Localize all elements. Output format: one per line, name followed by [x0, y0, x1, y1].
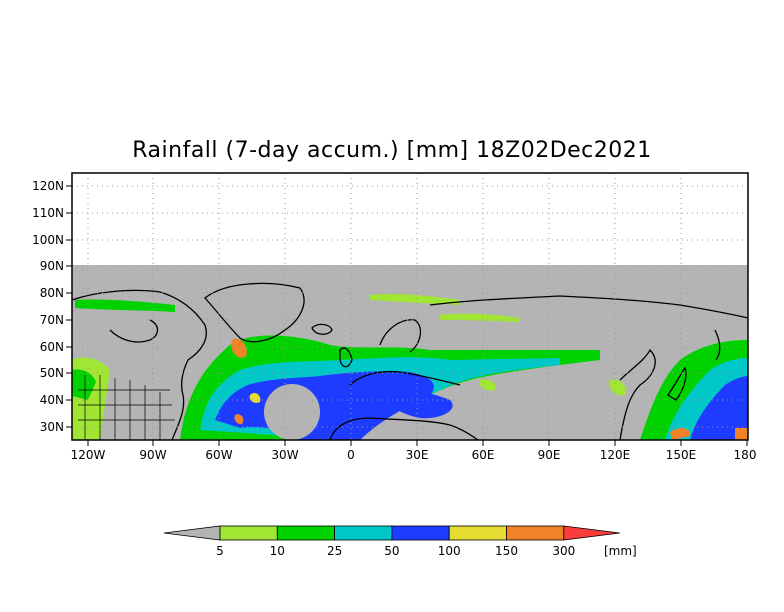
colorbar	[163, 525, 620, 541]
lon-labels: 120W 90W 60W 30W 0 30E 60E 90E 120E 150E…	[71, 448, 757, 462]
colorbar-tick-label: 50	[384, 544, 399, 558]
lon-label: 60W	[205, 448, 232, 462]
tick-marks	[66, 185, 748, 446]
lon-label: 60E	[472, 448, 495, 462]
colorbar-segment	[448, 525, 507, 541]
lat-label: 40N	[40, 393, 64, 407]
lat-labels: 120N 110N 100N 90N 80N 70N 60N 50N 40N 3…	[32, 179, 64, 434]
colorbar-labels: 5 10 25 50 100 150 300	[216, 544, 575, 558]
colorbar-unit: [mm]	[604, 544, 637, 558]
colorbar-tick-label: 300	[552, 544, 575, 558]
lon-label: 120W	[71, 448, 106, 462]
colorbar-segment	[506, 525, 565, 541]
colorbar-tick-label: 10	[270, 544, 285, 558]
lon-label: 30W	[271, 448, 298, 462]
state-borders	[78, 375, 175, 440]
lat-label: 70N	[40, 313, 64, 327]
lon-label: 30E	[406, 448, 429, 462]
colorbar-tick-label: 150	[495, 544, 518, 558]
colorbar-low-arrow	[163, 525, 221, 541]
lon-label: 150E	[666, 448, 697, 462]
lat-label: 50N	[40, 366, 64, 380]
lat-label: 110N	[32, 206, 64, 220]
colorbar-segment	[276, 525, 335, 541]
lon-label: 90E	[538, 448, 561, 462]
chart-title: Rainfall (7-day accum.) [mm] 18Z02Dec202…	[132, 138, 652, 163]
colorbar-high-arrow	[563, 525, 620, 541]
coastlines	[72, 282, 748, 440]
lat-label: 100N	[32, 233, 64, 247]
plot-frame	[71, 172, 749, 441]
lat-label: 80N	[40, 286, 64, 300]
lon-label: 120E	[600, 448, 631, 462]
colorbar-segment	[391, 525, 450, 541]
lat-label: 90N	[40, 259, 64, 273]
colorbar-segment	[334, 525, 393, 541]
lat-label: 120N	[32, 179, 64, 193]
colorbar-tick-label: 25	[327, 544, 342, 558]
colorbar-tick-label: 100	[438, 544, 461, 558]
colorbar-segment	[219, 525, 278, 541]
lon-label: 90W	[139, 448, 166, 462]
lat-label: 30N	[40, 420, 64, 434]
lon-label: 0	[347, 448, 355, 462]
lat-label: 60N	[40, 340, 64, 354]
lon-label: 180	[734, 448, 757, 462]
colorbar-tick-label: 5	[216, 544, 224, 558]
